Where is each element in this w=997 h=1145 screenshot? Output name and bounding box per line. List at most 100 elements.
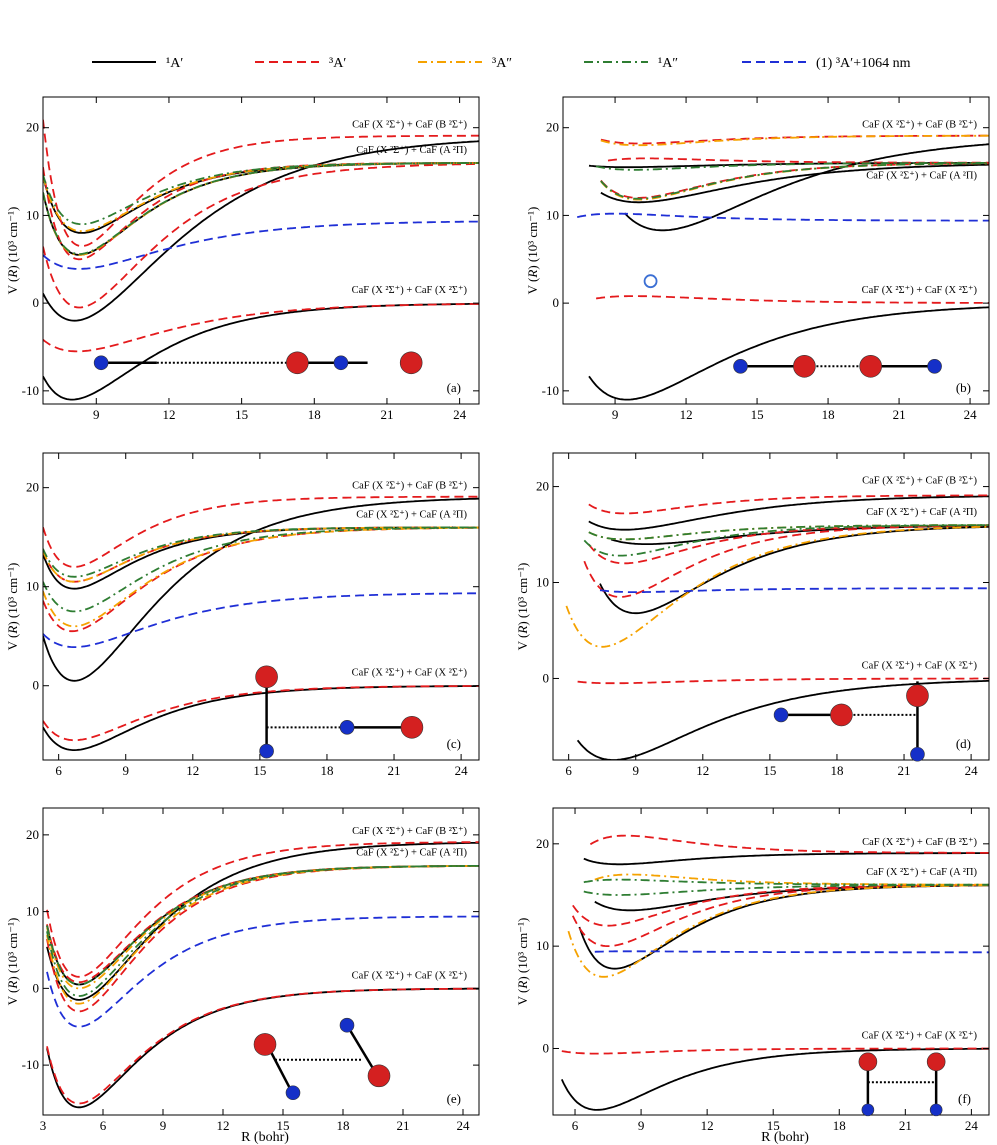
asymptote-label-X: CaF (X ²Σ⁺) + CaF (X ²Σ⁺)	[862, 285, 978, 296]
asymptote-label-B: CaF (X ²Σ⁺) + CaF (B ²Σ⁺)	[352, 120, 467, 131]
y-tick-label: 20	[26, 827, 39, 842]
molecule-atom-Ca	[400, 716, 424, 739]
molecule-atom-F	[259, 743, 274, 759]
curve-t3Ap-2	[43, 162, 479, 261]
x-tick-label: 9	[160, 1118, 167, 1133]
curve-s1Ap-0	[560, 1047, 989, 1111]
y-axis-label-R: R	[5, 626, 20, 635]
x-tick-label: 24	[965, 763, 979, 778]
legend: ¹A′ ³A′ ³A″ ¹A″ (1) ³A′+1064 nm	[92, 56, 911, 71]
molecule-atom-Ca	[859, 354, 882, 378]
curve-t3Ap-3	[46, 841, 479, 978]
x-tick-label: 21	[898, 763, 911, 778]
y-tick-label: 20	[546, 120, 559, 135]
y-tick-label: -10	[22, 383, 39, 398]
x-axis-label-right: R (bohr)	[761, 1130, 809, 1145]
x-tick-label: 21	[899, 1118, 912, 1133]
molecule-atom-F	[285, 1085, 301, 1101]
y-axis-label-units: ) (10³ cm⁻¹)	[5, 563, 20, 626]
y-tick-label: 10	[26, 579, 39, 594]
molecule-atom-Ca	[367, 1064, 391, 1088]
y-tick-label: 10	[546, 207, 559, 222]
molecule-atom-F	[861, 1103, 875, 1117]
x-tick-label: 9	[122, 763, 129, 778]
legend-label-s1Ap: ¹A′	[166, 56, 183, 71]
molecule-atom-Ca	[906, 684, 929, 708]
legend-label-s1App: ¹A″	[658, 56, 678, 71]
plot-frame	[552, 452, 990, 761]
curve-t3App-1	[600, 134, 989, 147]
asymptote-label-X: CaF (X ²Σ⁺) + CaF (X ²Σ⁺)	[352, 668, 468, 679]
curve-s1App-0	[46, 865, 479, 997]
x-tick-label: 6	[100, 1118, 107, 1133]
curve-s1Ap-2	[46, 865, 479, 986]
curves	[43, 119, 479, 401]
y-tick-label: 10	[26, 207, 39, 222]
curve-t3Ap-0	[43, 685, 479, 742]
curve-t3App-0	[46, 865, 479, 1005]
asymptote-label-A: CaF (X ²Σ⁺) + CaF (A ²Π)	[356, 145, 467, 156]
y-axis-label: V (R) (10³ cm⁻¹)	[515, 918, 530, 1006]
asymptote-label-X: CaF (X ²Σ⁺) + CaF (X ²Σ⁺)	[352, 285, 468, 296]
curve-t3App-0	[565, 525, 989, 648]
x-tick-label: 15	[751, 407, 764, 422]
curve-t3Ap-0	[43, 303, 479, 353]
panel-label: (b)	[956, 380, 971, 395]
molecule-atom-F	[773, 707, 789, 723]
curve-laser-0	[43, 592, 479, 648]
curve-s1Ap-1	[43, 497, 479, 682]
curve-s1App-1	[595, 162, 989, 171]
x-tick-label: 9	[612, 407, 619, 422]
molecule-atom-Ca	[399, 351, 423, 375]
plot-frame	[552, 807, 990, 1116]
y-tick-label: 0	[33, 295, 40, 310]
plot-frame	[42, 96, 480, 405]
x-tick-label: 15	[235, 407, 248, 422]
panel-label: (c)	[447, 736, 461, 751]
curve-s1Ap-1	[578, 884, 989, 970]
curve-t3Ap-3	[588, 494, 989, 515]
panel-f: 6 9 12 15 18 21 24 0 10 20 V (R) (10³ cm⁻¹) CaF (X …	[515, 807, 990, 1133]
y-axis-label: V (R) (10³ cm⁻¹)	[525, 207, 540, 295]
y-axis-label: V (R) (10³ cm⁻¹)	[5, 207, 20, 295]
curve-s1App-0	[43, 162, 479, 255]
molecule-atom-F	[93, 355, 109, 371]
x-tick-label: 15	[767, 1118, 780, 1133]
curve-s1App-0	[583, 524, 989, 557]
curve-s1App-0	[583, 884, 989, 896]
curve-s1App-1	[583, 878, 989, 886]
curve-t3App-0	[567, 884, 989, 978]
asymptote-label-A: CaF (X ²Σ⁺) + CaF (A ²Π)	[866, 171, 977, 182]
x-tick-label: 12	[680, 407, 693, 422]
panel-label: (a)	[447, 380, 461, 395]
x-tick-label: 9	[93, 407, 100, 422]
curve-s1Ap-0	[576, 680, 989, 760]
molecule-geometry	[253, 1017, 391, 1101]
x-tick-label: 21	[380, 407, 393, 422]
curves	[46, 841, 479, 1109]
curve-s1Ap-3	[583, 852, 989, 866]
y-tick-label: 20	[536, 836, 549, 851]
x-tick-label: 18	[830, 763, 843, 778]
x-tick-label: 9	[638, 1118, 645, 1133]
legend-label-t3Ap: ³A′	[329, 56, 346, 71]
y-axis-label: V (R) (10³ cm⁻¹)	[5, 563, 20, 651]
y-axis-label: V (R) (10³ cm⁻¹)	[515, 563, 530, 651]
y-tick-label: 10	[536, 575, 549, 590]
molecule-atom-Ca	[253, 1033, 277, 1056]
y-axis-label-units: ) (10³ cm⁻¹)	[515, 918, 530, 981]
crossing-marker	[643, 274, 658, 289]
y-axis-label-R: R	[5, 270, 20, 279]
asymptote-label-A: CaF (X ²Σ⁺) + CaF (A ²Π)	[356, 848, 467, 859]
y-axis-label-R: R	[515, 981, 530, 990]
panel-d: 6 9 12 15 18 21 24 0 10 20 V (R) (10³ cm⁻¹) CaF (X …	[515, 452, 990, 778]
y-tick-label: 10	[536, 938, 549, 953]
y-axis-label-R: R	[515, 626, 530, 635]
x-axis-label-left: R (bohr)	[241, 1130, 289, 1145]
curve-laser-0	[599, 587, 989, 593]
y-tick-label: -10	[542, 383, 559, 398]
x-tick-label: 12	[186, 763, 199, 778]
curve-s1Ap-1	[623, 143, 989, 232]
x-tick-label: 21	[397, 1118, 410, 1133]
molecule-atom-F	[333, 355, 349, 371]
